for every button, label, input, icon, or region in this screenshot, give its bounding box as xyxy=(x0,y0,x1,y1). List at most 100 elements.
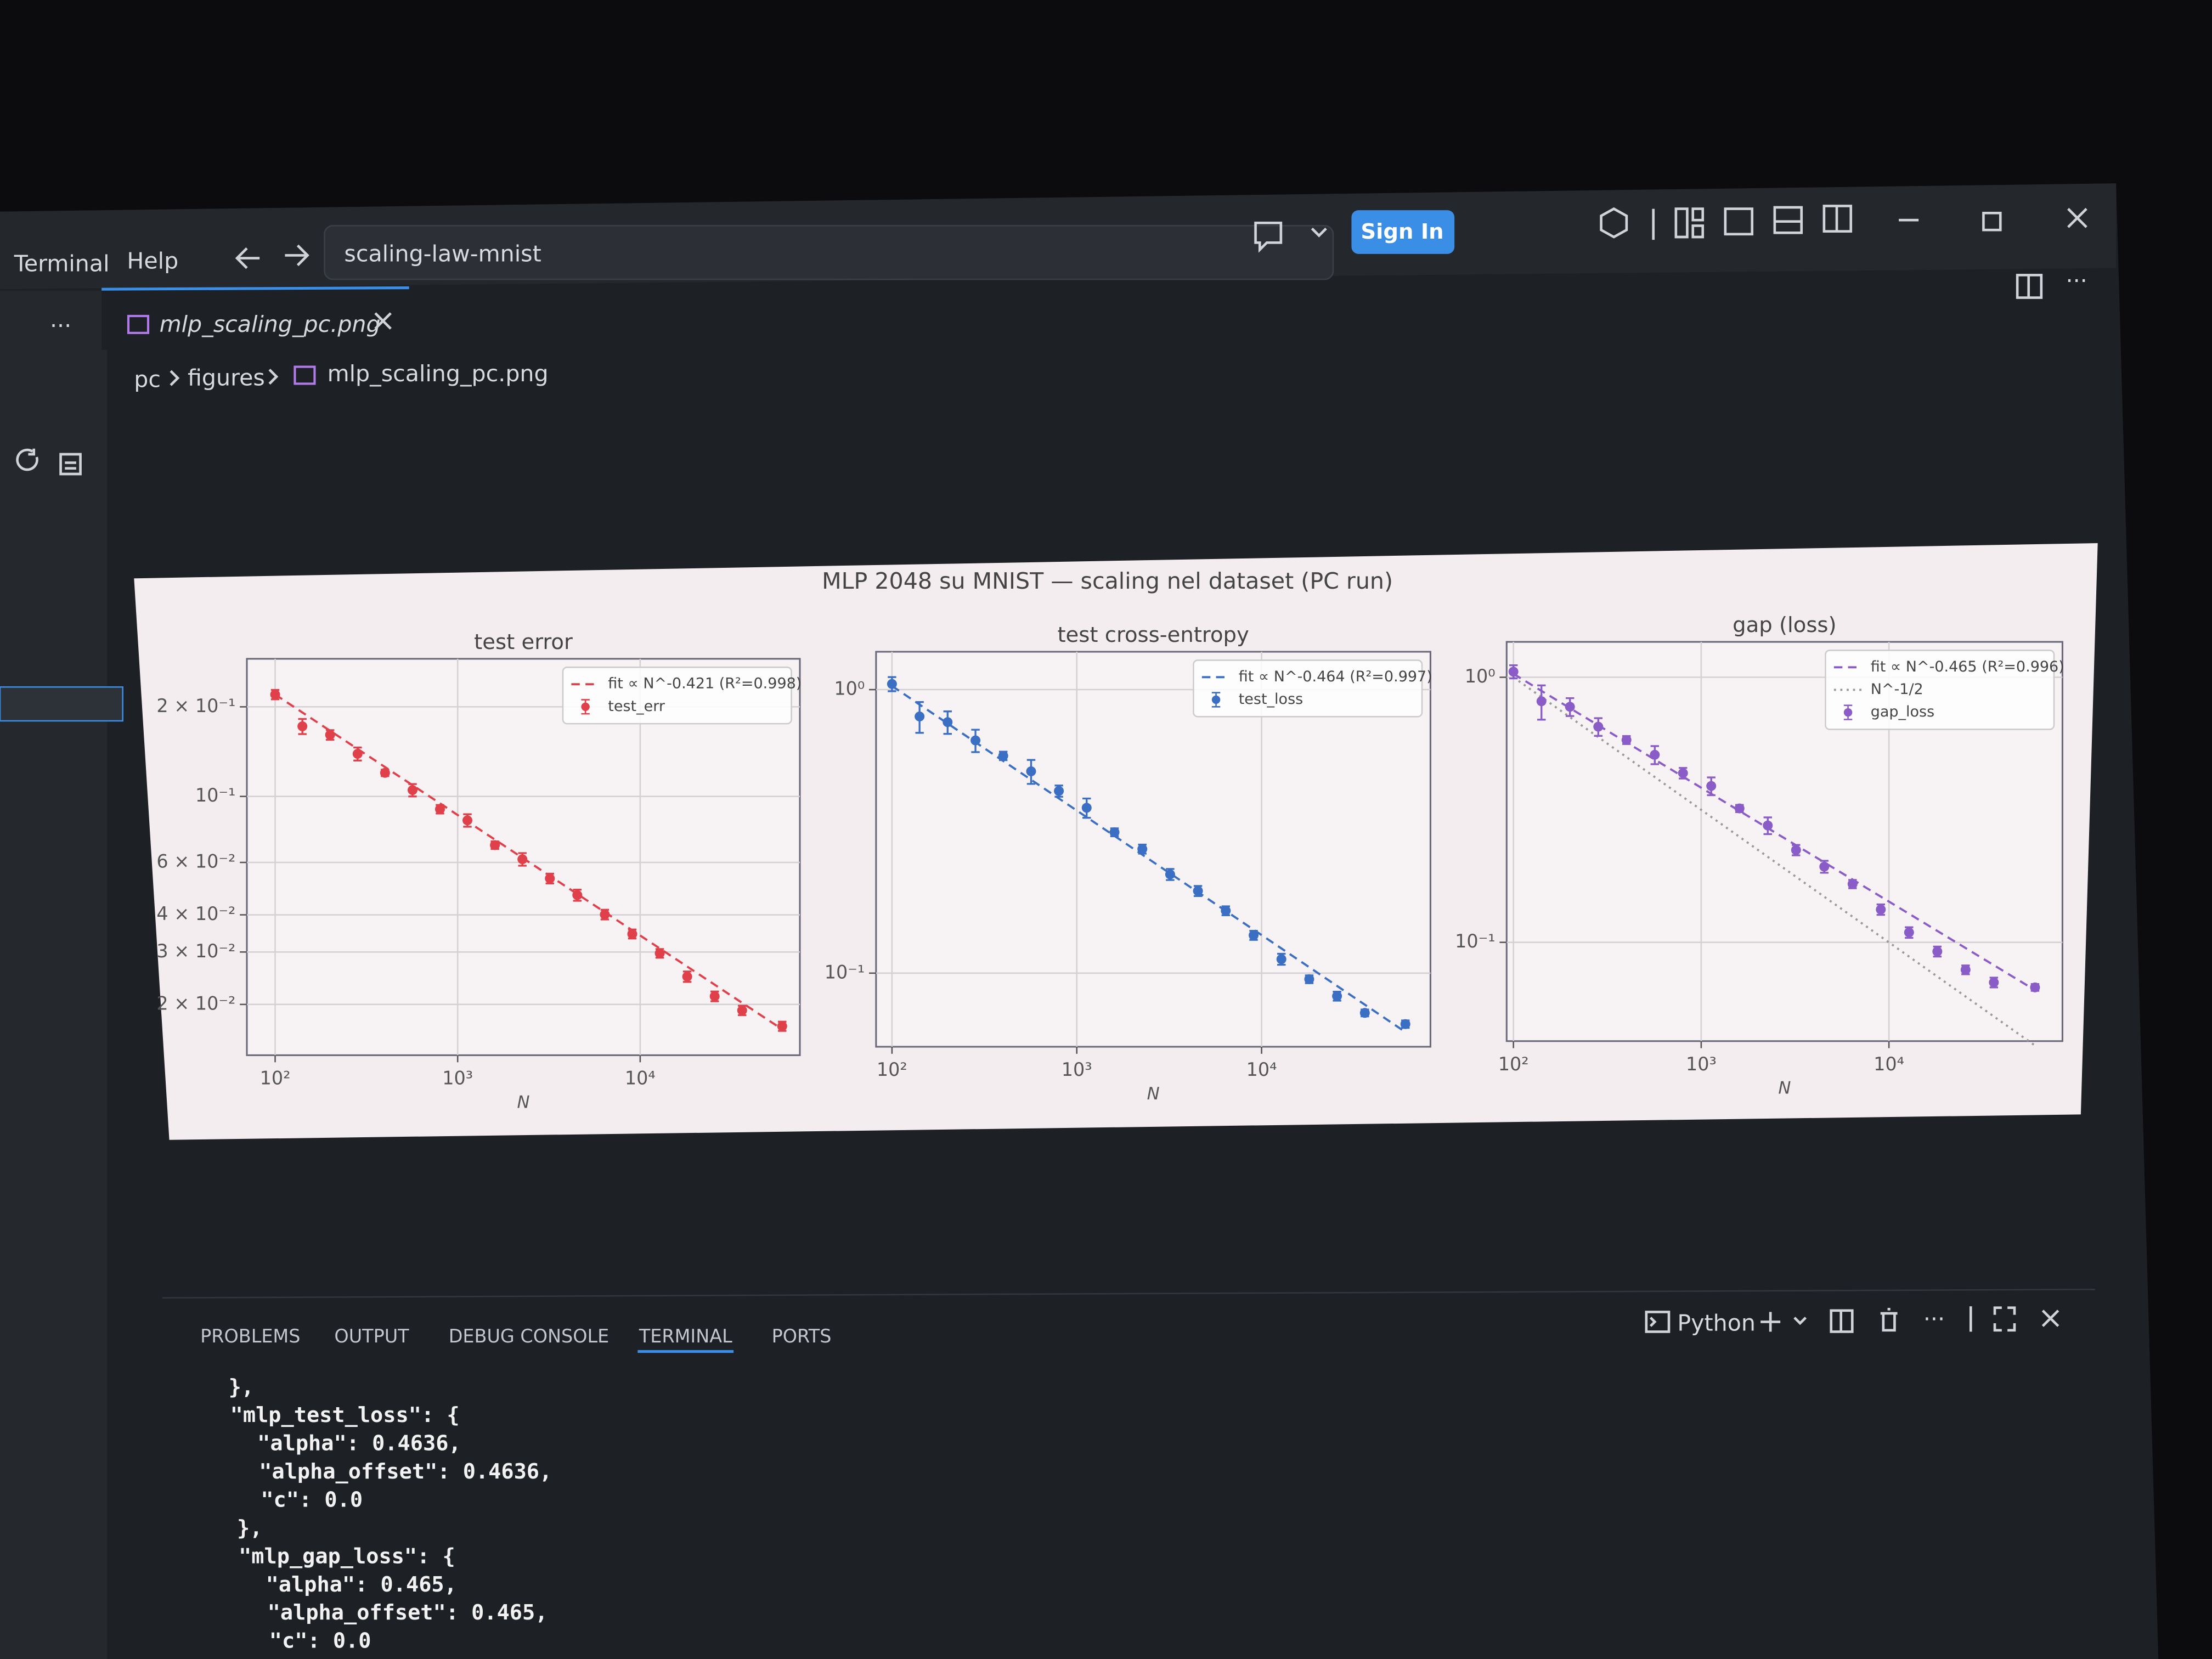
data-point xyxy=(1847,879,1858,889)
data-point xyxy=(887,679,897,689)
terminal-line: "alpha_offset": 0.465, xyxy=(242,1600,548,1625)
data-point xyxy=(1276,954,1286,964)
terminal-line: "alpha": 0.4636, xyxy=(232,1431,461,1456)
data-point xyxy=(1249,930,1259,940)
data-point xyxy=(1621,735,1632,745)
data-point xyxy=(407,785,417,795)
sidebar-more[interactable]: ··· xyxy=(50,313,71,339)
panel-tab[interactable]: TERMINAL xyxy=(639,1325,732,1347)
plot-area xyxy=(875,651,1431,1048)
data-point xyxy=(1706,781,1717,791)
data-point xyxy=(1536,696,1547,707)
tab-label[interactable]: mlp_scaling_pc.png xyxy=(160,311,381,337)
shell-name[interactable]: Python xyxy=(1677,1310,1756,1336)
sidebar-selection[interactable] xyxy=(0,686,124,722)
data-point xyxy=(1763,820,1773,831)
x-axis-label: N xyxy=(1778,1079,1791,1098)
breadcrumb-item[interactable]: figures xyxy=(188,365,265,391)
x-axis-label: N xyxy=(517,1092,529,1112)
breadcrumb-item[interactable]: mlp_scaling_pc.png xyxy=(328,360,549,387)
data-point xyxy=(380,768,390,778)
y-tick-label: 10⁻¹ xyxy=(825,961,865,983)
panel-tab[interactable]: PORTS xyxy=(772,1325,832,1347)
data-point xyxy=(1819,861,1830,872)
data-point xyxy=(1989,977,1999,988)
menu-item[interactable]: Help xyxy=(127,247,178,274)
data-point xyxy=(654,948,665,958)
data-point xyxy=(1876,904,1886,915)
data-point xyxy=(709,991,720,1001)
data-point xyxy=(1904,927,1914,938)
x-tick-label: 10⁴ xyxy=(625,1068,656,1089)
data-point xyxy=(1026,766,1036,776)
legend-swatch xyxy=(1211,695,1221,704)
x-tick-label: 10³ xyxy=(442,1068,473,1089)
panel-controls[interactable] xyxy=(1645,1306,2059,1333)
chart-title: test cross-entropy xyxy=(1057,623,1249,647)
breadcrumb-sep xyxy=(170,370,180,386)
forward-button[interactable] xyxy=(285,244,309,267)
data-point xyxy=(1791,845,1801,855)
data-point xyxy=(943,717,953,727)
terminal-line: "c": 0.0 xyxy=(244,1629,371,1654)
tab-close[interactable] xyxy=(374,312,392,330)
data-point xyxy=(600,909,610,919)
data-point xyxy=(1359,1008,1370,1018)
panel-tab[interactable]: OUTPUT xyxy=(334,1325,409,1347)
figure-title: MLP 2048 su MNIST — scaling nel dataset … xyxy=(822,568,1393,594)
legend xyxy=(1825,650,2055,730)
data-point xyxy=(627,929,637,939)
breadcrumb-sep xyxy=(268,369,279,385)
data-point xyxy=(572,890,583,900)
split-editor[interactable] xyxy=(2016,274,2043,299)
data-point xyxy=(490,840,500,850)
search-box[interactable] xyxy=(324,225,1334,280)
y-tick-label: 3 × 10⁻² xyxy=(156,940,235,962)
data-point xyxy=(1109,827,1120,838)
legend-swatch xyxy=(581,702,590,711)
editor-tab[interactable] xyxy=(101,287,409,350)
y-tick-label: 10⁻¹ xyxy=(195,785,236,806)
data-point xyxy=(998,751,1008,761)
x-axis-label: N xyxy=(1147,1084,1160,1104)
x-tick-label: 10³ xyxy=(1062,1059,1092,1080)
window-controls[interactable] xyxy=(1600,205,2087,240)
image-icon xyxy=(294,365,316,385)
panel-tab[interactable]: PROBLEMS xyxy=(200,1325,300,1347)
panel-tab[interactable]: DEBUG CONSOLE xyxy=(449,1325,610,1347)
terminal: }, "mlp_test_loss": { "alpha": 0.4636, "a… xyxy=(229,1375,552,1654)
data-point xyxy=(1081,803,1092,813)
search-text: scaling-law-mnist xyxy=(344,240,541,267)
legend-label: test_err xyxy=(608,698,665,715)
terminal-line: }, xyxy=(237,1516,262,1541)
data-point xyxy=(1508,667,1519,677)
data-point xyxy=(737,1005,747,1015)
data-point xyxy=(1221,906,1231,916)
data-point xyxy=(435,804,445,814)
menu-item[interactable]: Terminal xyxy=(14,250,110,276)
sign-in-button[interactable] xyxy=(1351,210,1455,254)
more-button[interactable]: ··· xyxy=(2066,267,2087,294)
x-tick-label: 10⁴ xyxy=(1874,1053,1904,1075)
y-tick-label: 2 × 10⁻¹ xyxy=(156,695,235,716)
x-tick-label: 10³ xyxy=(1686,1053,1717,1075)
data-point xyxy=(970,735,981,746)
terminal-line: "mlp_test_loss": { xyxy=(230,1403,460,1427)
data-point xyxy=(1165,869,1175,879)
sidebar-icons[interactable] xyxy=(16,448,82,476)
back-button[interactable] xyxy=(235,247,260,269)
data-point xyxy=(325,730,335,740)
legend-label: gap_loss xyxy=(1871,703,1934,720)
chat-button[interactable] xyxy=(1254,221,1327,253)
data-point xyxy=(352,749,363,759)
y-tick-label: 10⁰ xyxy=(834,678,865,699)
data-point xyxy=(517,854,528,865)
data-point xyxy=(1678,768,1688,778)
y-tick-label: 6 × 10⁻² xyxy=(156,851,235,872)
breadcrumb-item[interactable]: pc xyxy=(134,366,161,392)
data-point xyxy=(1593,721,1604,732)
image-icon xyxy=(127,314,150,334)
panel-more[interactable]: ··· xyxy=(1923,1306,1945,1332)
data-point xyxy=(682,972,692,982)
data-point xyxy=(777,1021,787,1031)
